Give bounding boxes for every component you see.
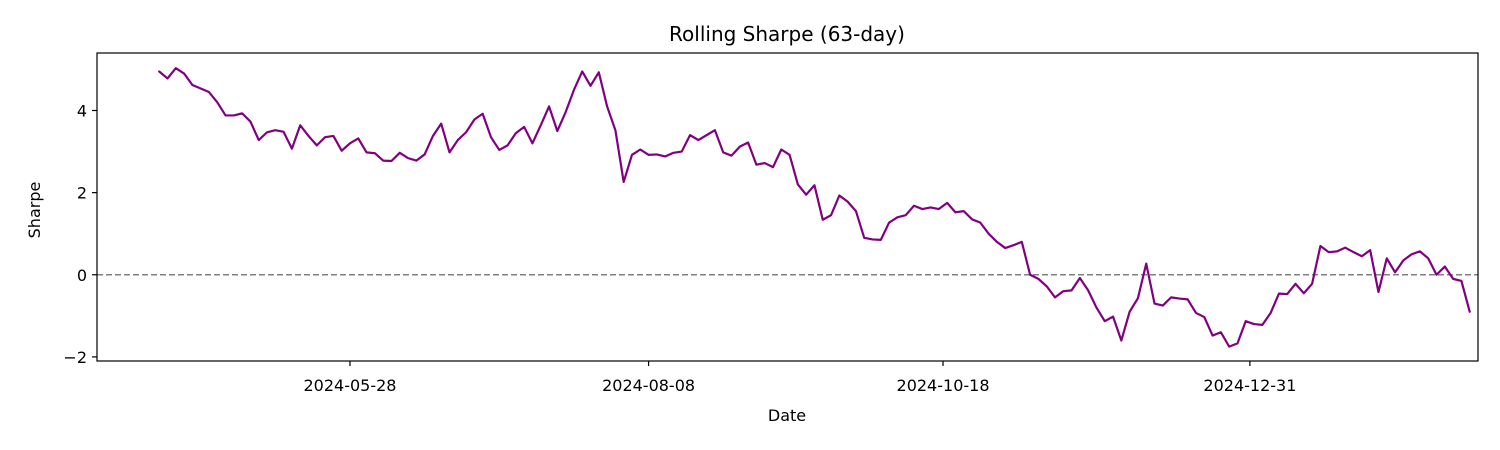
y-tick-label: −2 xyxy=(63,348,87,367)
y-tick-label: 4 xyxy=(77,101,87,120)
y-axis-title: Sharpe xyxy=(25,182,44,239)
y-tick-label: 0 xyxy=(77,266,87,285)
x-tick-label: 2024-12-31 xyxy=(1203,376,1296,395)
y-tick-label: 2 xyxy=(77,184,87,203)
chart-title: Rolling Sharpe (63-day) xyxy=(669,22,905,46)
plot-frame xyxy=(96,52,1479,362)
x-tick-label: 2024-10-18 xyxy=(897,376,990,395)
x-tick-label: 2024-05-28 xyxy=(303,376,396,395)
sharpe-series-line xyxy=(158,67,1471,348)
plot-area: −2 0 2 4 2024-05-28 2024-08-08 2024-10-18 2024-… xyxy=(63,52,1479,395)
x-axis-title: Date xyxy=(768,406,806,425)
x-tick-label: 2024-08-08 xyxy=(602,376,695,395)
